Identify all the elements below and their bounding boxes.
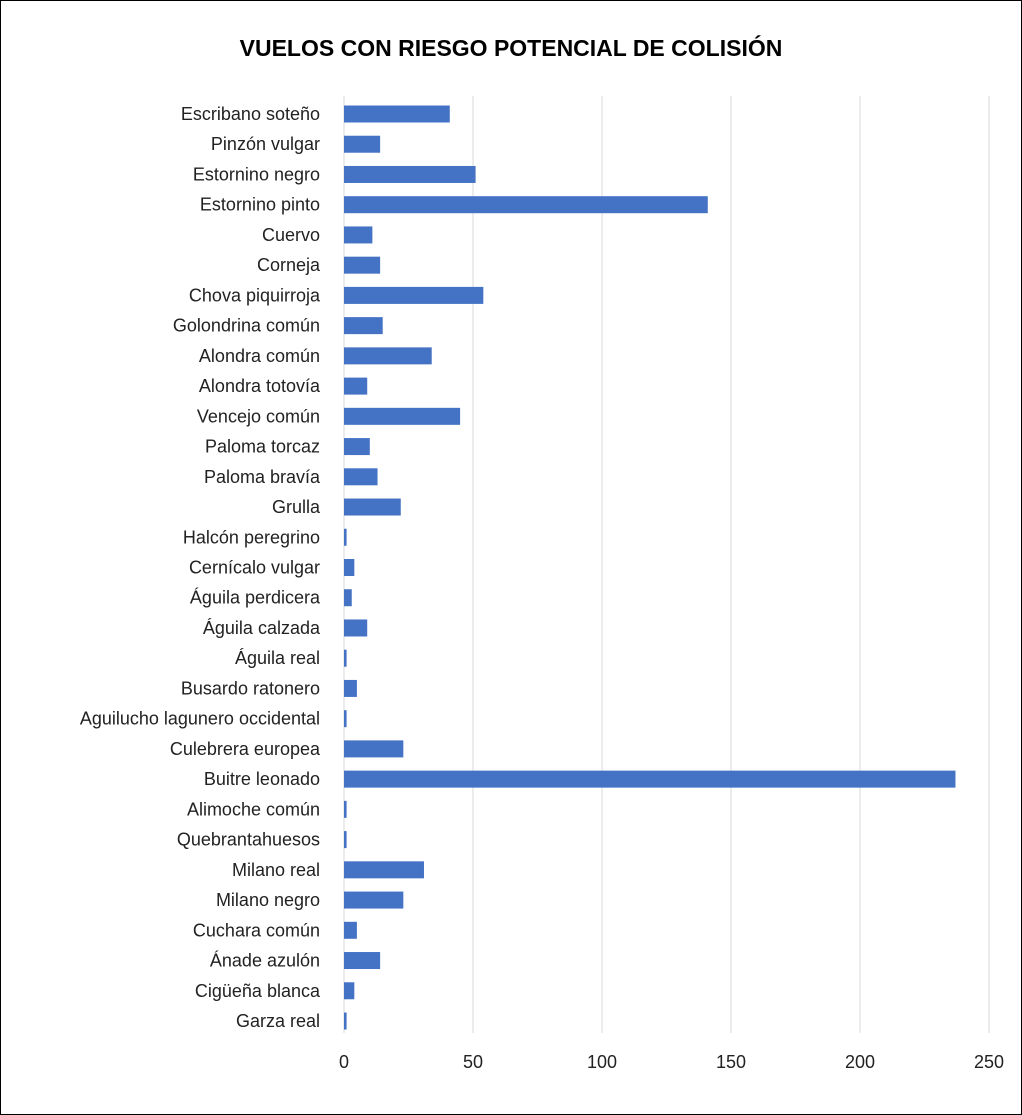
x-tick-label: 0 [339, 1052, 349, 1072]
category-label: Alondra común [199, 346, 320, 366]
category-label: Grulla [272, 497, 321, 517]
category-label: Paloma bravía [204, 467, 321, 487]
bar [344, 135, 381, 153]
bar [344, 347, 432, 365]
bar [344, 982, 355, 1000]
category-label: Águila perdicera [190, 588, 321, 608]
category-label: Ánade azulón [210, 951, 320, 971]
bar [344, 226, 373, 244]
category-label: Halcón peregrino [183, 527, 320, 547]
chart-title: VUELOS CON RIESGO POTENCIAL DE COLISIÓN [240, 34, 783, 61]
category-label: Busardo ratonero [181, 678, 320, 698]
category-label: Garza real [236, 1011, 320, 1031]
x-axis-tick-labels: 0 50 100 150 200 250 [339, 1052, 1004, 1072]
bar [344, 105, 450, 123]
bar [344, 317, 383, 335]
x-tick-label: 250 [974, 1052, 1004, 1072]
bar [344, 710, 347, 728]
bar [344, 1012, 347, 1030]
bar [344, 377, 368, 395]
bar [344, 800, 347, 818]
x-tick-label: 100 [587, 1052, 617, 1072]
category-labels: Escribano soteño Pinzón vulgar Estornino n… [80, 104, 321, 1031]
x-tick-label: 150 [716, 1052, 746, 1072]
bars [344, 105, 956, 1030]
category-label: Pinzón vulgar [211, 134, 320, 154]
category-label: Culebrera europea [170, 739, 321, 759]
category-label: Estornino pinto [200, 195, 320, 215]
category-label: Vencejo común [197, 406, 320, 426]
bar [344, 528, 347, 546]
category-label: Corneja [257, 255, 321, 275]
bar [344, 589, 352, 607]
bar [344, 498, 401, 516]
category-label: Aguilucho lagunero occidental [80, 709, 320, 729]
bar [344, 468, 378, 486]
bar [344, 256, 381, 274]
bar [344, 286, 484, 304]
category-label: Escribano soteño [181, 104, 320, 124]
category-label: Águila real [235, 648, 320, 668]
bar [344, 165, 476, 183]
bar [344, 740, 404, 758]
category-label: Estornino negro [193, 164, 320, 184]
bar [344, 649, 347, 667]
x-tick-label: 200 [845, 1052, 875, 1072]
category-label: Alimoche común [187, 799, 320, 819]
bar [344, 770, 956, 788]
category-label: Cernícalo vulgar [189, 558, 320, 578]
category-label: Golondrina común [173, 316, 320, 336]
bar [344, 952, 381, 970]
bar [344, 891, 404, 909]
category-label: Milano negro [216, 890, 320, 910]
bar [344, 196, 708, 214]
category-label: Cuervo [262, 225, 320, 245]
category-label: Paloma torcaz [205, 437, 320, 457]
bar [344, 438, 370, 456]
category-label: Quebrantahuesos [177, 830, 320, 850]
bar [344, 559, 355, 576]
category-label: Milano real [232, 860, 320, 880]
bar [344, 831, 347, 849]
category-label: Cigüeña blanca [195, 981, 321, 1001]
category-label: Chova piquirroja [189, 285, 321, 305]
bar [344, 619, 368, 637]
bar [344, 921, 357, 939]
category-label: Cuchara común [193, 920, 320, 940]
category-label: Alondra totovía [199, 376, 321, 396]
gridlines [343, 96, 990, 1033]
category-label: Buitre leonado [204, 769, 320, 789]
x-tick-label: 50 [463, 1052, 483, 1072]
category-label: Águila calzada [203, 618, 321, 638]
bar [344, 679, 357, 697]
bar [344, 861, 424, 879]
bar [344, 407, 461, 425]
